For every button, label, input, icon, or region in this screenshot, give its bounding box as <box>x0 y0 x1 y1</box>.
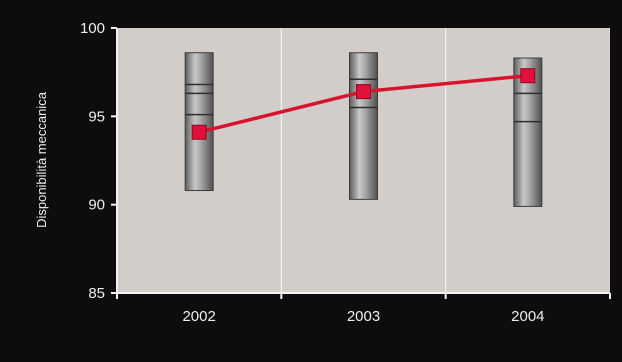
data-point-marker <box>520 68 536 84</box>
x-tick-label: 2003 <box>347 308 380 325</box>
y-axis-title: Disponibilità meccanica <box>34 91 49 228</box>
range-bar <box>349 52 378 200</box>
y-tick-label: 100 <box>80 20 105 37</box>
data-point-marker <box>191 124 207 140</box>
x-tick-label: 2004 <box>511 308 544 325</box>
x-tick-label: 2002 <box>182 308 215 325</box>
y-tick-label: 85 <box>88 285 105 302</box>
tick-labels: 85 90 95 100 2002 2003 2004 <box>80 20 545 325</box>
y-tick-label: 90 <box>88 197 105 214</box>
axes <box>111 27 611 299</box>
data-point-marker <box>356 84 371 100</box>
range-bar <box>184 52 214 192</box>
gridlines <box>280 28 447 293</box>
y-tick-label: 95 <box>88 108 105 125</box>
range-bars <box>184 52 543 207</box>
series-line <box>191 68 536 140</box>
